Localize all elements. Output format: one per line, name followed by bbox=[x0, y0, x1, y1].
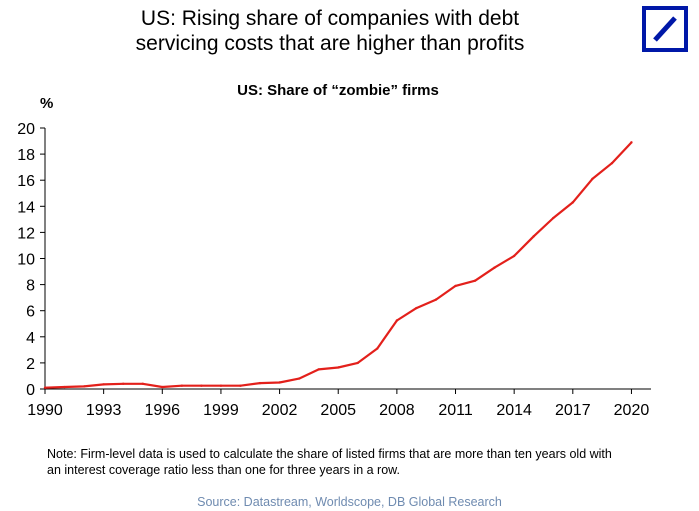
y-tick-label: 0 bbox=[26, 382, 35, 399]
x-tick-label: 2017 bbox=[555, 402, 591, 419]
data-point bbox=[571, 201, 575, 204]
data-point bbox=[200, 384, 203, 387]
y-tick-label: 12 bbox=[17, 225, 35, 242]
data-point bbox=[297, 377, 301, 380]
data-point bbox=[630, 141, 633, 144]
data-point bbox=[278, 381, 281, 384]
data-point bbox=[454, 284, 457, 288]
y-tick-label: 10 bbox=[17, 252, 35, 269]
x-tick-label: 2020 bbox=[614, 402, 650, 419]
series-layer bbox=[43, 141, 633, 389]
deutsche-bank-logo bbox=[642, 6, 688, 52]
note-line-2: an interest coverage ratio less than one… bbox=[47, 463, 400, 477]
line-chart: US: Share of “zombie” firms % 0 2 4 6 8 10 12 1… bbox=[17, 82, 651, 419]
logo-slash bbox=[653, 16, 677, 42]
data-point bbox=[161, 385, 164, 389]
data-point bbox=[219, 384, 223, 387]
data-point bbox=[180, 384, 184, 387]
data-point bbox=[591, 177, 594, 181]
y-tick-label: 8 bbox=[26, 278, 35, 295]
data-point bbox=[512, 254, 516, 258]
logo-frame bbox=[642, 6, 688, 52]
chart-note: Note: Firm-level data is used to calcula… bbox=[47, 446, 687, 478]
data-point bbox=[141, 382, 144, 385]
note-line-1: Note: Firm-level data is used to calcula… bbox=[47, 447, 612, 461]
data-point bbox=[121, 382, 125, 385]
y-tick-label: 16 bbox=[17, 173, 35, 190]
data-point bbox=[239, 384, 242, 387]
data-point bbox=[415, 306, 418, 310]
data-point bbox=[473, 279, 477, 282]
data-point bbox=[43, 386, 47, 389]
series-line bbox=[44, 141, 633, 389]
x-tick-label: 1999 bbox=[203, 402, 239, 419]
data-point bbox=[610, 162, 614, 165]
data-point bbox=[532, 235, 535, 238]
chart-title: US: Share of “zombie” firms bbox=[237, 82, 439, 99]
x-tick-label: 2011 bbox=[438, 402, 473, 419]
headline-line-2: servicing costs that are higher than pro… bbox=[135, 32, 525, 55]
y-axis: 0 2 4 6 8 10 12 14 16 18 20 bbox=[17, 121, 46, 399]
y-tick-label: 4 bbox=[26, 330, 35, 347]
x-tick-label: 1993 bbox=[86, 402, 122, 419]
x-axis: 1990 1993 1996 1999 2002 2005 2008 2011 2014 2017… bbox=[27, 388, 651, 419]
data-point bbox=[82, 385, 86, 388]
data-point bbox=[102, 383, 105, 386]
x-tick-label: 2008 bbox=[379, 402, 415, 419]
data-point bbox=[63, 385, 66, 389]
data-point bbox=[493, 266, 496, 269]
x-tick-label: 1990 bbox=[27, 402, 63, 419]
data-point bbox=[258, 381, 262, 385]
x-tick-label: 2002 bbox=[262, 402, 298, 419]
x-tick-label: 1996 bbox=[144, 402, 180, 419]
data-point bbox=[337, 366, 340, 369]
y-tick-label: 6 bbox=[26, 304, 35, 321]
data-point bbox=[434, 298, 438, 301]
y-tick-label: 18 bbox=[17, 147, 35, 164]
x-tick-label: 2014 bbox=[496, 402, 532, 419]
headline: US: Rising share of companies with debt … bbox=[60, 6, 600, 56]
source-line: Source: Datastream, Worldscope, DB Globa… bbox=[197, 495, 502, 509]
data-point bbox=[317, 368, 320, 371]
y-tick-label: 2 bbox=[26, 356, 35, 373]
data-point bbox=[552, 216, 555, 220]
data-point bbox=[356, 361, 359, 365]
y-tick-label: 20 bbox=[17, 121, 35, 138]
headline-line-1: US: Rising share of companies with debt bbox=[140, 7, 520, 30]
x-tick-label: 2005 bbox=[320, 402, 356, 419]
y-unit-label: % bbox=[40, 95, 53, 112]
data-point bbox=[395, 319, 399, 322]
data-point bbox=[376, 347, 379, 350]
y-tick-label: 14 bbox=[17, 199, 35, 216]
